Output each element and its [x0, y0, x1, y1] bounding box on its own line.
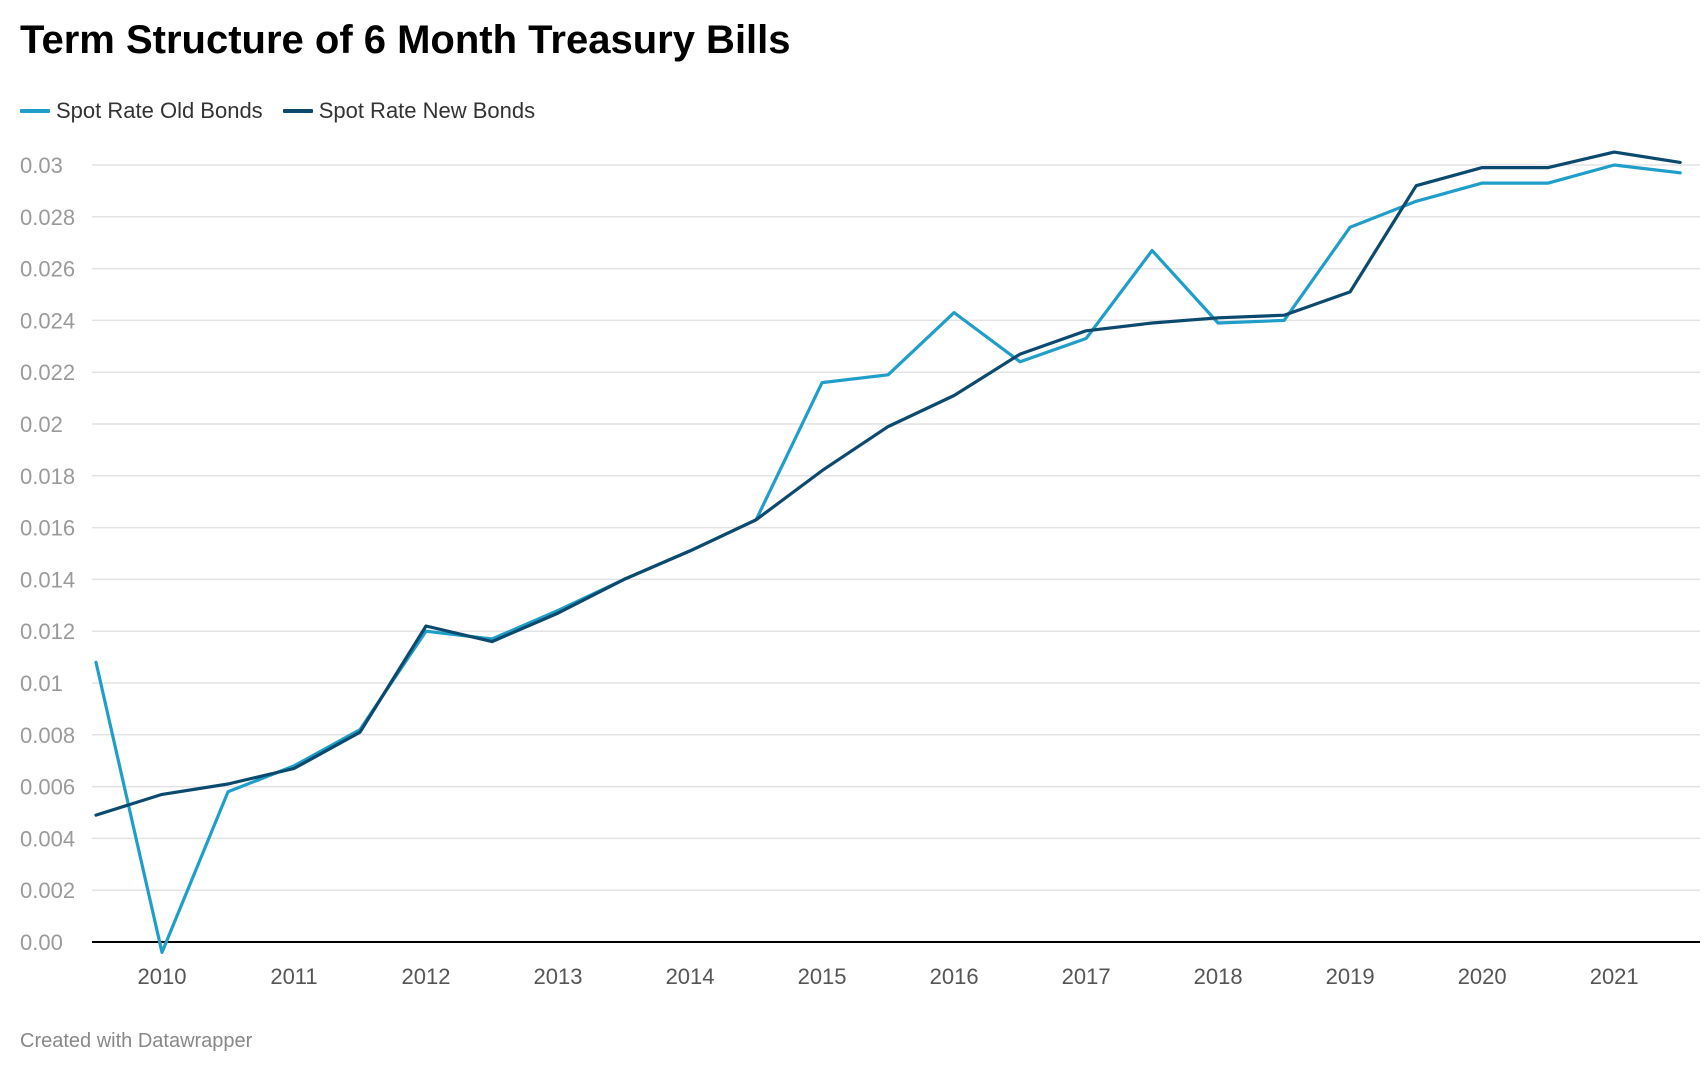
x-axis-ticks: 2010 2011 2012 2013 2014 2015 2016 2017 2018 2019… — [137, 964, 1638, 989]
x-tick-label: 2012 — [402, 964, 451, 989]
x-tick-label: 2016 — [930, 964, 979, 989]
y-axis-ticks: 0.00 0.002 0.004 0.006 0.008 0.01 0.012 0.014 0.… — [20, 153, 75, 955]
x-tick-label: 2021 — [1590, 964, 1639, 989]
legend-item-old-bonds: Spot Rate Old Bonds — [20, 98, 263, 124]
x-tick-label: 2019 — [1326, 964, 1375, 989]
y-tick-label: 0.014 — [20, 567, 75, 592]
x-tick-label: 2020 — [1458, 964, 1507, 989]
x-tick-label: 2018 — [1194, 964, 1243, 989]
x-tick-label: 2017 — [1062, 964, 1111, 989]
y-tick-label: 0.028 — [20, 205, 75, 230]
chart-title: Term Structure of 6 Month Treasury Bills — [20, 18, 791, 62]
y-tick-label: 0.008 — [20, 723, 75, 748]
y-tick-label: 0.00 — [20, 930, 63, 955]
x-tick-label: 2014 — [666, 964, 715, 989]
legend-swatch-old-bonds — [20, 109, 50, 113]
x-tick-label: 2015 — [798, 964, 847, 989]
y-tick-label: 0.002 — [20, 878, 75, 903]
y-tick-label: 0.016 — [20, 516, 75, 541]
y-tick-label: 0.026 — [20, 257, 75, 282]
y-tick-label: 0.02 — [20, 412, 63, 437]
x-tick-label: 2010 — [137, 964, 186, 989]
y-tick-label: 0.012 — [20, 619, 75, 644]
grid-lines — [92, 164, 1700, 943]
series-line-new-bonds — [94, 150, 1682, 817]
y-tick-label: 0.01 — [20, 671, 63, 696]
series-line-old-bonds — [94, 163, 1682, 955]
legend-item-new-bonds: Spot Rate New Bonds — [282, 98, 536, 124]
y-tick-label: 0.004 — [20, 826, 75, 851]
x-tick-label: 2011 — [270, 964, 317, 989]
footer-credit: Created with Datawrapper — [20, 1030, 253, 1052]
x-tick-label: 2013 — [534, 964, 583, 989]
y-tick-label: 0.022 — [20, 360, 75, 385]
series-lines — [94, 150, 1682, 955]
legend-swatch-new-bonds — [282, 109, 313, 113]
y-tick-label: 0.024 — [20, 308, 75, 333]
y-tick-label: 0.006 — [20, 775, 75, 800]
y-tick-label: 0.018 — [20, 464, 75, 489]
legend-label-old-bonds: Spot Rate Old Bonds — [56, 98, 263, 123]
legend: Spot Rate Old Bonds Spot Rate New Bonds — [20, 98, 555, 124]
y-tick-label: 0.03 — [20, 153, 63, 178]
legend-label-new-bonds: Spot Rate New Bonds — [318, 98, 536, 123]
